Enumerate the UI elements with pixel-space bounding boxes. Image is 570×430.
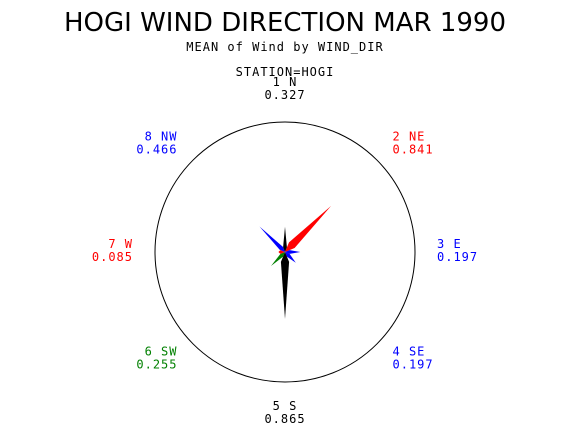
petals-group: [259, 205, 332, 319]
direction-label: 5 S: [273, 399, 298, 413]
chart-subtitle: MEAN of Wind by WIND_DIR: [186, 40, 383, 54]
direction-value-label: 0.197: [393, 358, 434, 372]
direction-label: 6 SW: [145, 345, 178, 359]
direction-label: 7 W: [108, 237, 133, 251]
chart-title: HOGI WIND DIRECTION MAR 1990: [64, 8, 506, 38]
petal-sw: [271, 252, 285, 266]
direction-label: 4 SE: [393, 345, 426, 359]
direction-value-label: 0.327: [264, 88, 305, 102]
direction-value-label: 0.841: [393, 143, 434, 157]
petal-ne: [285, 205, 332, 252]
direction-value-label: 0.865: [264, 412, 305, 426]
petal-n: [283, 226, 287, 252]
direction-value-label: 0.466: [136, 143, 177, 157]
direction-label: 1 N: [273, 75, 298, 89]
station-label: STATION=HOGI: [236, 65, 335, 79]
direction-label: 8 NW: [145, 130, 178, 144]
direction-value-label: 0.255: [136, 358, 177, 372]
petal-se: [285, 252, 296, 263]
direction-value-label: 0.197: [437, 250, 478, 264]
direction-value-label: 0.085: [92, 250, 133, 264]
petal-w: [278, 250, 285, 254]
direction-label: 2 NE: [393, 130, 426, 144]
petal-e: [285, 250, 301, 254]
rose-circle: [154, 121, 416, 383]
petal-s: [280, 252, 290, 319]
petal-nw: [259, 226, 285, 252]
direction-label: 3 E: [437, 237, 462, 251]
